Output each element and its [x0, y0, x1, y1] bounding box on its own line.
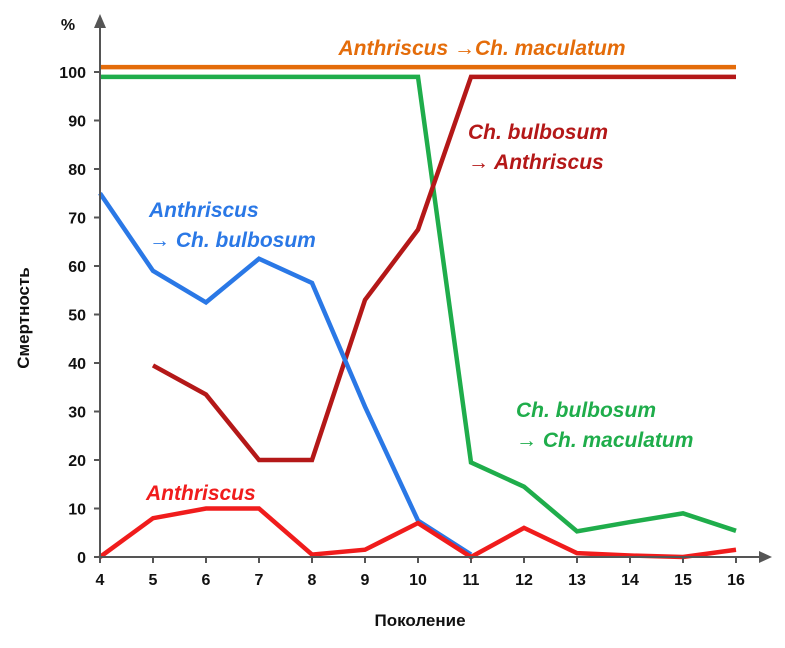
x-tick-label: 10 — [409, 572, 427, 589]
x-tick-label: 12 — [515, 572, 533, 589]
series-label-ch-bulbosum-ch-maculatum: → Ch. maculatum — [516, 429, 693, 452]
series-line-ch-bulbosum-ch-maculatum — [100, 74, 737, 534]
series-label-ch-bulbosum-anthriscus: → Anthriscus — [468, 151, 604, 174]
x-tick-label: 11 — [463, 572, 480, 589]
x-tick-label: 16 — [727, 572, 745, 589]
y-tick-label: 70 — [68, 211, 86, 228]
x-axis-title: Поколение — [374, 611, 465, 630]
x-axis-arrow — [759, 551, 772, 563]
y-axis-title: Смертность — [14, 267, 33, 368]
y-tick-label: 60 — [68, 259, 86, 276]
series-label-anthriscus-ch-bulbosum: Anthriscus — [148, 199, 259, 222]
x-tick-label: 4 — [96, 572, 105, 589]
series-label-ch-bulbosum-ch-maculatum: Ch. bulbosum — [516, 399, 656, 422]
y-tick-label: 80 — [68, 162, 86, 179]
y-tick-label: 20 — [68, 453, 86, 470]
y-axis-arrow — [94, 14, 106, 28]
x-tick-label: 15 — [674, 572, 692, 589]
y-tick-label: 90 — [68, 114, 86, 131]
y-unit-label: % — [61, 17, 75, 34]
x-tick-label: 9 — [361, 572, 370, 589]
series-label-ch-bulbosum-anthriscus: Ch. bulbosum — [468, 121, 608, 144]
series-label-anthriscus: Anthriscus — [145, 482, 256, 505]
axis-ticks: 4 5 6 7 8 9 10 11 12 13 14 15 16 0 10 20 30 40 50 60 70 80 90 1… — [59, 65, 745, 589]
y-tick-label: 10 — [68, 502, 86, 519]
series-line-anthriscus — [98, 506, 737, 560]
series-labels: Anthriscus →Ch. maculatum Ch. bulbosum → C… — [145, 37, 693, 505]
series-lines — [98, 64, 737, 560]
x-tick-label: 14 — [621, 572, 639, 589]
x-tick-label: 8 — [308, 572, 317, 589]
y-tick-label: 30 — [68, 405, 86, 422]
series-label-anthriscus-ch-bulbosum: → Ch. bulbosum — [149, 229, 316, 252]
y-tick-label: 40 — [68, 356, 86, 373]
series-label-anthriscus-ch-maculatum: Anthriscus →Ch. maculatum — [337, 37, 625, 60]
x-tick-label: 6 — [202, 572, 211, 589]
x-tick-label: 5 — [149, 572, 158, 589]
y-tick-label: 50 — [68, 308, 86, 325]
x-tick-label: 7 — [255, 572, 264, 589]
y-tick-label: 0 — [77, 550, 86, 567]
x-tick-label: 13 — [568, 572, 586, 589]
series-line-anthriscus-ch-bulbosum — [98, 191, 473, 557]
axes — [94, 14, 772, 563]
series-line-ch-bulbosum-anthriscus — [151, 74, 736, 463]
y-tick-label: 100 — [59, 65, 86, 82]
